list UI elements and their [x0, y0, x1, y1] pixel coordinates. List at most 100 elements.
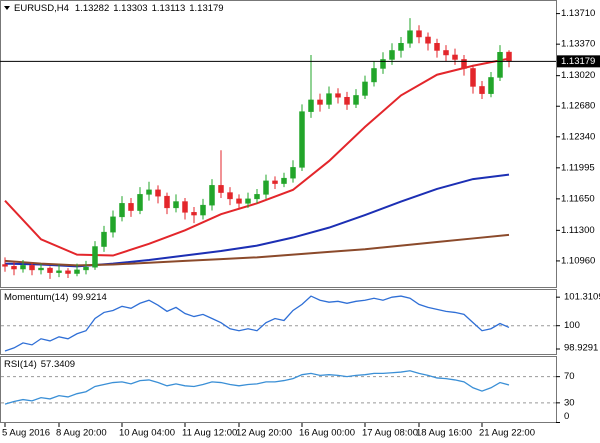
candle-body [452, 54, 458, 60]
y-tick-label: 98.9291 [564, 343, 598, 354]
y-tick-label: 70 [564, 371, 575, 382]
candle-body [164, 195, 170, 209]
x-tick-label: 5 Aug 2016 [2, 428, 50, 439]
candle-body [182, 201, 188, 213]
candle-body [155, 189, 161, 197]
x-tick-label: 17 Aug 08:00 [362, 428, 418, 439]
low-value: 1.13113 [152, 3, 186, 14]
x-tick-label: 11 Aug 12:00 [182, 428, 237, 439]
indicator-line [4, 370, 510, 405]
y-tick-label: 1.13020 [561, 70, 595, 81]
candle-body [92, 246, 98, 268]
candle-body [236, 198, 242, 204]
moving-average [4, 233, 510, 267]
indicator-value: 57.3409 [41, 359, 75, 370]
moving-average [4, 173, 510, 268]
rsi-panel [0, 356, 557, 423]
candle-body [101, 231, 107, 247]
candle-body [335, 93, 341, 98]
candle-body [461, 59, 467, 69]
y-tick-label: 1.10960 [561, 255, 595, 266]
momentum-panel [0, 289, 557, 355]
candle-body [497, 52, 503, 78]
candle-body [38, 267, 44, 271]
candle-body [272, 180, 278, 184]
candle-body [119, 203, 125, 218]
x-tick-label: 18 Aug 16:00 [416, 428, 472, 439]
y-tick-label: 1.13370 [561, 39, 595, 50]
candle-body [209, 185, 215, 206]
x-tick-label: 21 Aug 22:00 [479, 428, 535, 439]
candle-body [65, 270, 71, 274]
candle-body [137, 194, 143, 211]
candle-body [470, 68, 476, 87]
candle-body [11, 266, 17, 270]
indicator-name: Momentum(14) [4, 292, 68, 303]
candle-body [425, 36, 431, 44]
candle-body [191, 212, 197, 216]
candle-body [218, 185, 224, 193]
candle-body [254, 194, 260, 200]
candle-body [488, 77, 494, 94]
candle-body [353, 95, 359, 105]
candle-body [263, 180, 269, 195]
y-tick-label: 0 [564, 411, 569, 422]
candle-body [506, 51, 512, 62]
open-value: 1.13282 [75, 3, 109, 14]
y-tick-label: 30 [564, 397, 575, 408]
candle-body [479, 86, 485, 94]
candle-body [290, 167, 296, 179]
y-tick-label: 1.11650 [561, 193, 595, 204]
candle-body [128, 203, 134, 211]
price-tag [557, 55, 600, 68]
candle-body [281, 177, 287, 184]
candle-body [146, 189, 152, 195]
x-tick-label: 8 Aug 20:00 [56, 428, 107, 439]
y-tick-label: 1.11300 [561, 225, 595, 236]
candle-body [416, 30, 422, 38]
menu-arrow[interactable] [4, 6, 10, 10]
candle-body [20, 265, 26, 270]
candle-body [326, 93, 332, 105]
candle-body [434, 43, 440, 51]
y-tick-label: 1.13710 [561, 8, 595, 19]
candle-body [47, 267, 53, 273]
x-tick-label: 12 Aug 20:00 [236, 428, 292, 439]
candle-body [299, 111, 305, 168]
candle-body [371, 68, 377, 83]
y-tick-label: 101.3109 [564, 292, 600, 303]
close-value: 1.13179 [189, 3, 223, 14]
y-tick-label: 1.11995 [561, 162, 595, 173]
candle-body [398, 43, 404, 51]
high-value: 1.13303 [113, 3, 147, 14]
x-tick-label: 10 Aug 04:00 [119, 428, 175, 439]
candle-body [380, 59, 386, 69]
candle-body [2, 264, 8, 267]
y-tick-label: 1.12680 [561, 101, 595, 112]
y-tick-label: 1.12340 [561, 131, 595, 142]
candle-body [407, 30, 413, 44]
candle-body [74, 269, 80, 274]
price-tag-label: 1.13179 [561, 56, 595, 67]
indicator-name: RSI(14) [4, 359, 37, 370]
momentum-header: Momentum(14) 99.9214 [4, 292, 107, 303]
indicator-value: 99.9214 [72, 292, 106, 303]
candle-body [443, 50, 449, 56]
candle-body [110, 216, 116, 233]
candle-body [200, 204, 206, 216]
candle-body [56, 270, 62, 273]
y-tick-label: 100 [564, 320, 580, 331]
candle-body [83, 266, 89, 271]
candle-body [245, 198, 251, 204]
candle-body [308, 99, 314, 112]
candle-body [362, 81, 368, 96]
main-panel [0, 0, 557, 288]
candle-body [227, 192, 233, 200]
candle-body [344, 96, 350, 105]
candle-body [29, 265, 35, 271]
candle-body [173, 201, 179, 209]
symbol: EURUSD,H4 [14, 3, 69, 14]
indicator-line [4, 295, 510, 352]
chart-header: EURUSD,H4 1.13282 1.13303 1.13113 1.13179 [14, 3, 224, 14]
